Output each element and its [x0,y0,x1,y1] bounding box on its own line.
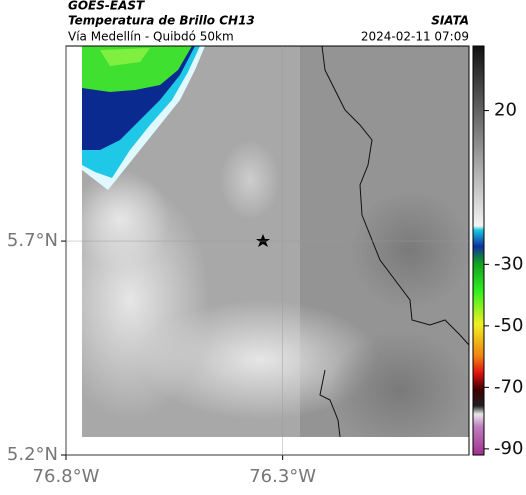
border-line [321,45,470,346]
border-line [319,369,341,438]
x-tick-label: 76.8°W [33,466,100,487]
location-marker [256,234,270,247]
colorbar [472,45,485,456]
y-tick-label: 5.2°N [7,444,58,465]
colorbar-tick-label: -30 [494,253,523,274]
x-tick-label: 76.3°W [249,466,316,487]
y-tick-label: 5.7°N [7,230,58,251]
colorbar-tick-label: 20 [494,100,517,121]
satellite-image [82,46,469,437]
colorbar-tick-label: -50 [494,315,523,336]
route: Vía Medellín - Quibdó 50km [68,30,234,44]
colorbar-tick-label: -90 [494,438,523,459]
title: GOES-EAST [68,0,145,13]
timestamp: 2024-02-11 07:09 [361,30,469,44]
subtitle: Temperatura de Brillo CH13 [68,14,255,28]
colorbar-tick-label: -70 [494,376,523,397]
source: SIATA [431,14,469,28]
